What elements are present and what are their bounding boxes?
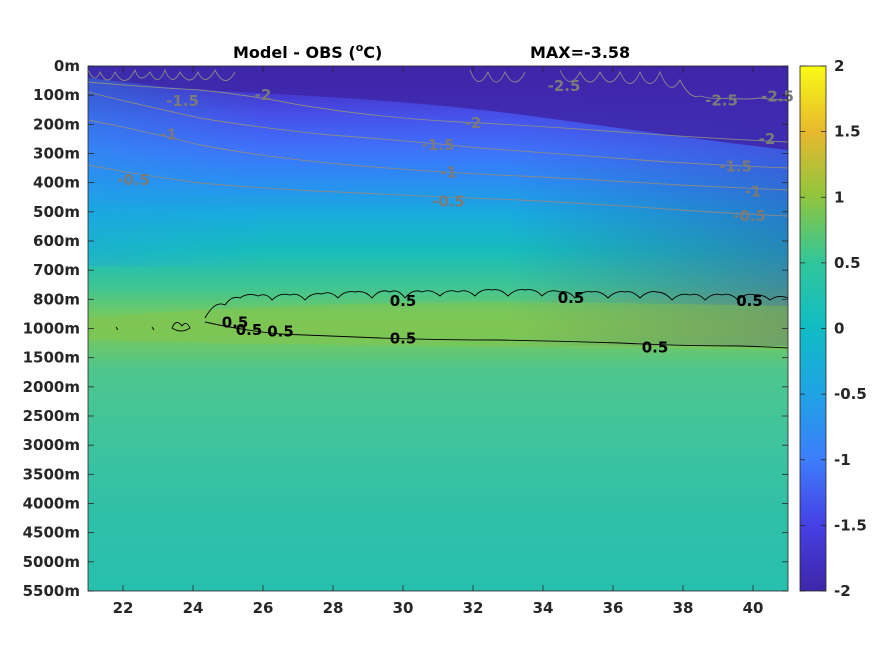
y-tick-label: 2500m [23, 407, 80, 425]
y-tick-label: 0m [54, 57, 80, 75]
x-axis: 22 24 26 28 30 32 34 36 38 40 [113, 66, 764, 617]
y-tick-label: 3500m [23, 465, 80, 483]
colorbar-tick-label: 1.5 [834, 123, 861, 141]
y-tick-label: 2000m [23, 378, 80, 396]
colorbar-tick-label: 1 [834, 188, 844, 206]
y-tick-label: 5000m [23, 553, 80, 571]
y-tick-label: 300m [33, 145, 80, 163]
chart-title: Model - OBS (oC) [233, 41, 382, 62]
heatmap-field [88, 66, 788, 591]
x-tick-label: 24 [183, 599, 204, 617]
contour-label-negative: -2 [759, 130, 776, 148]
y-tick-label: 1500m [23, 349, 80, 367]
contour-label-negative: -1 [160, 126, 177, 144]
colorbar-tick-label: 0 [834, 320, 844, 338]
contour-line-0-5-lower [204, 321, 788, 349]
x-tick-label: 40 [743, 599, 764, 617]
contour-line-minus-0-5 [88, 164, 788, 217]
contour-label-positive: 0.5 [642, 338, 669, 356]
contour-label-negative: -2 [465, 114, 482, 132]
y-tick-label: 3000m [23, 436, 80, 454]
y-tick-label: 800m [33, 290, 80, 308]
contour-label-negative: -2.5 [548, 77, 581, 95]
colorbar: 2 1.5 1 0.5 0 -0.5 -1 -1.5 -2 [799, 57, 867, 600]
contour-label-positive: 0.5 [236, 321, 263, 339]
contour-label-negative: -1.5 [166, 92, 199, 110]
y-tick-label: 100m [33, 86, 80, 104]
contour-label-positive: 0.5 [736, 292, 763, 310]
contour-label-negative: -1.5 [719, 158, 752, 176]
colorbar-tick-label: -1 [834, 451, 851, 469]
y-tick-label: 1000m [23, 320, 80, 338]
contour-label-negative: -1 [745, 182, 762, 200]
contour-line-0-5-islands [115, 322, 191, 332]
colorbar-tick-label: 2 [834, 57, 844, 75]
contour-label-negative: -2 [255, 86, 272, 104]
x-tick-label: 30 [393, 599, 414, 617]
colorbar-tick-label: -0.5 [834, 385, 867, 403]
y-tick-label: 600m [33, 232, 80, 250]
x-tick-label: 36 [603, 599, 624, 617]
contour-lines [88, 68, 788, 349]
contour-label-positive: 0.5 [558, 289, 585, 307]
contour-label-positive: 0.5 [390, 330, 417, 348]
contour-label-positive: 0.5 [222, 314, 249, 332]
contour-labels: -2.5 -2.5 -2.5 -2 -2 -2 -1.5 -1.5 -1.5 -1 -1 -1 -0.5… [117, 77, 794, 357]
contour-label-negative: -2.5 [705, 91, 738, 109]
y-axis: 0m 100m 200m 300m 400m 500m 600m 700m 800m 1000m 1… [23, 57, 788, 600]
contour-label-negative: -0.5 [117, 171, 150, 189]
contour-line-minus-1 [88, 119, 788, 191]
y-tick-label: 700m [33, 261, 80, 279]
y-tick-label: 4500m [23, 524, 80, 542]
y-tick-label: 500m [33, 203, 80, 221]
contour-line-minus-2-5 [88, 68, 788, 101]
y-tick-label: 200m [33, 115, 80, 133]
contour-label-negative: -1 [440, 163, 457, 181]
contour-label-negative: -0.5 [733, 207, 766, 225]
contour-label-negative: -0.5 [432, 193, 465, 211]
contour-line-minus-2 [88, 81, 788, 143]
contour-label-negative: -1.5 [422, 136, 455, 154]
contour-label-negative: -2.5 [761, 88, 794, 106]
max-label: MAX=-3.58 [530, 43, 630, 62]
contour-label-positive: 0.5 [267, 322, 294, 340]
colorbar-ticks: 2 1.5 1 0.5 0 -0.5 -1 -1.5 -2 [800, 57, 867, 600]
contour-label-positive: 0.5 [390, 292, 417, 310]
colorbar-tick-label: -2 [834, 582, 851, 600]
y-tick-label: 5500m [23, 582, 80, 600]
contour-line-minus-1-5 [88, 91, 788, 169]
contour-line-0-5-upper [204, 289, 788, 319]
y-tick-label: 4000m [23, 495, 80, 513]
x-tick-label: 28 [323, 599, 344, 617]
x-tick-label: 38 [673, 599, 694, 617]
x-tick-label: 22 [113, 599, 134, 617]
colorbar-tick-label: -1.5 [834, 516, 867, 534]
colorbar-tick-label: 0.5 [834, 254, 861, 272]
y-tick-label: 400m [33, 174, 80, 192]
x-tick-label: 34 [533, 599, 554, 617]
x-tick-label: 32 [463, 599, 484, 617]
x-tick-label: 26 [253, 599, 274, 617]
